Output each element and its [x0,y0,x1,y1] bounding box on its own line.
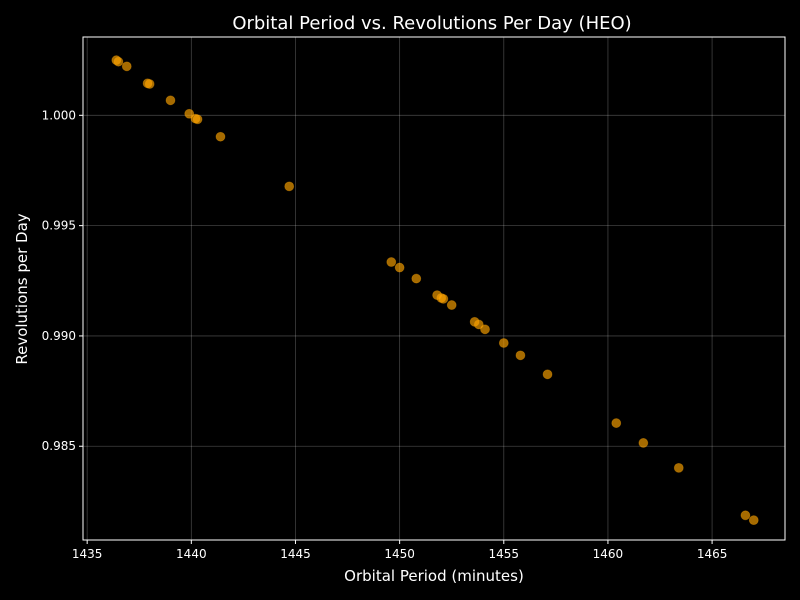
x-axis-ticks: 1435 1440 1445 1450 1455 1460 1465 [72,540,727,561]
data-point [542,369,553,380]
x-tick-label: 1455 [489,547,520,561]
data-point [386,257,397,267]
y-tick-label: 1.000 [42,108,76,122]
data-point [144,79,155,89]
data-point [473,319,484,330]
data-point [438,293,449,304]
y-axis-label: Revolutions per Day [13,213,31,364]
data-point [284,181,295,192]
data-point [184,108,195,119]
x-tick-label: 1435 [72,547,103,561]
y-axis-ticks: 0.985 0.990 0.995 1.000 [42,108,83,453]
data-point [748,515,759,526]
data-point [411,273,422,284]
data-point [394,262,405,273]
data-points [111,55,759,526]
plot-frame [82,36,786,541]
data-point [480,324,490,335]
data-point [192,114,203,125]
y-tick-label: 0.990 [42,329,76,343]
data-point [165,95,176,106]
chart-title: Orbital Period vs. Revolutions Per Day (… [232,13,631,34]
x-tick-label: 1440 [176,547,207,561]
data-point [740,510,751,521]
data-point [113,56,124,67]
y-tick-label: 0.985 [42,439,76,453]
x-tick-label: 1460 [593,547,624,561]
data-point [446,300,457,310]
x-tick-label: 1445 [280,547,311,561]
data-point [611,418,622,428]
x-axis-label: Orbital Period (minutes) [344,567,524,585]
data-point [673,462,684,473]
data-point [215,131,226,142]
grid [83,37,785,540]
x-tick-label: 1450 [384,547,415,561]
data-point [638,438,649,448]
data-point [515,350,526,361]
x-tick-label: 1465 [697,547,728,561]
data-point [121,61,132,72]
data-point [498,338,509,348]
y-tick-label: 0.995 [42,219,76,233]
